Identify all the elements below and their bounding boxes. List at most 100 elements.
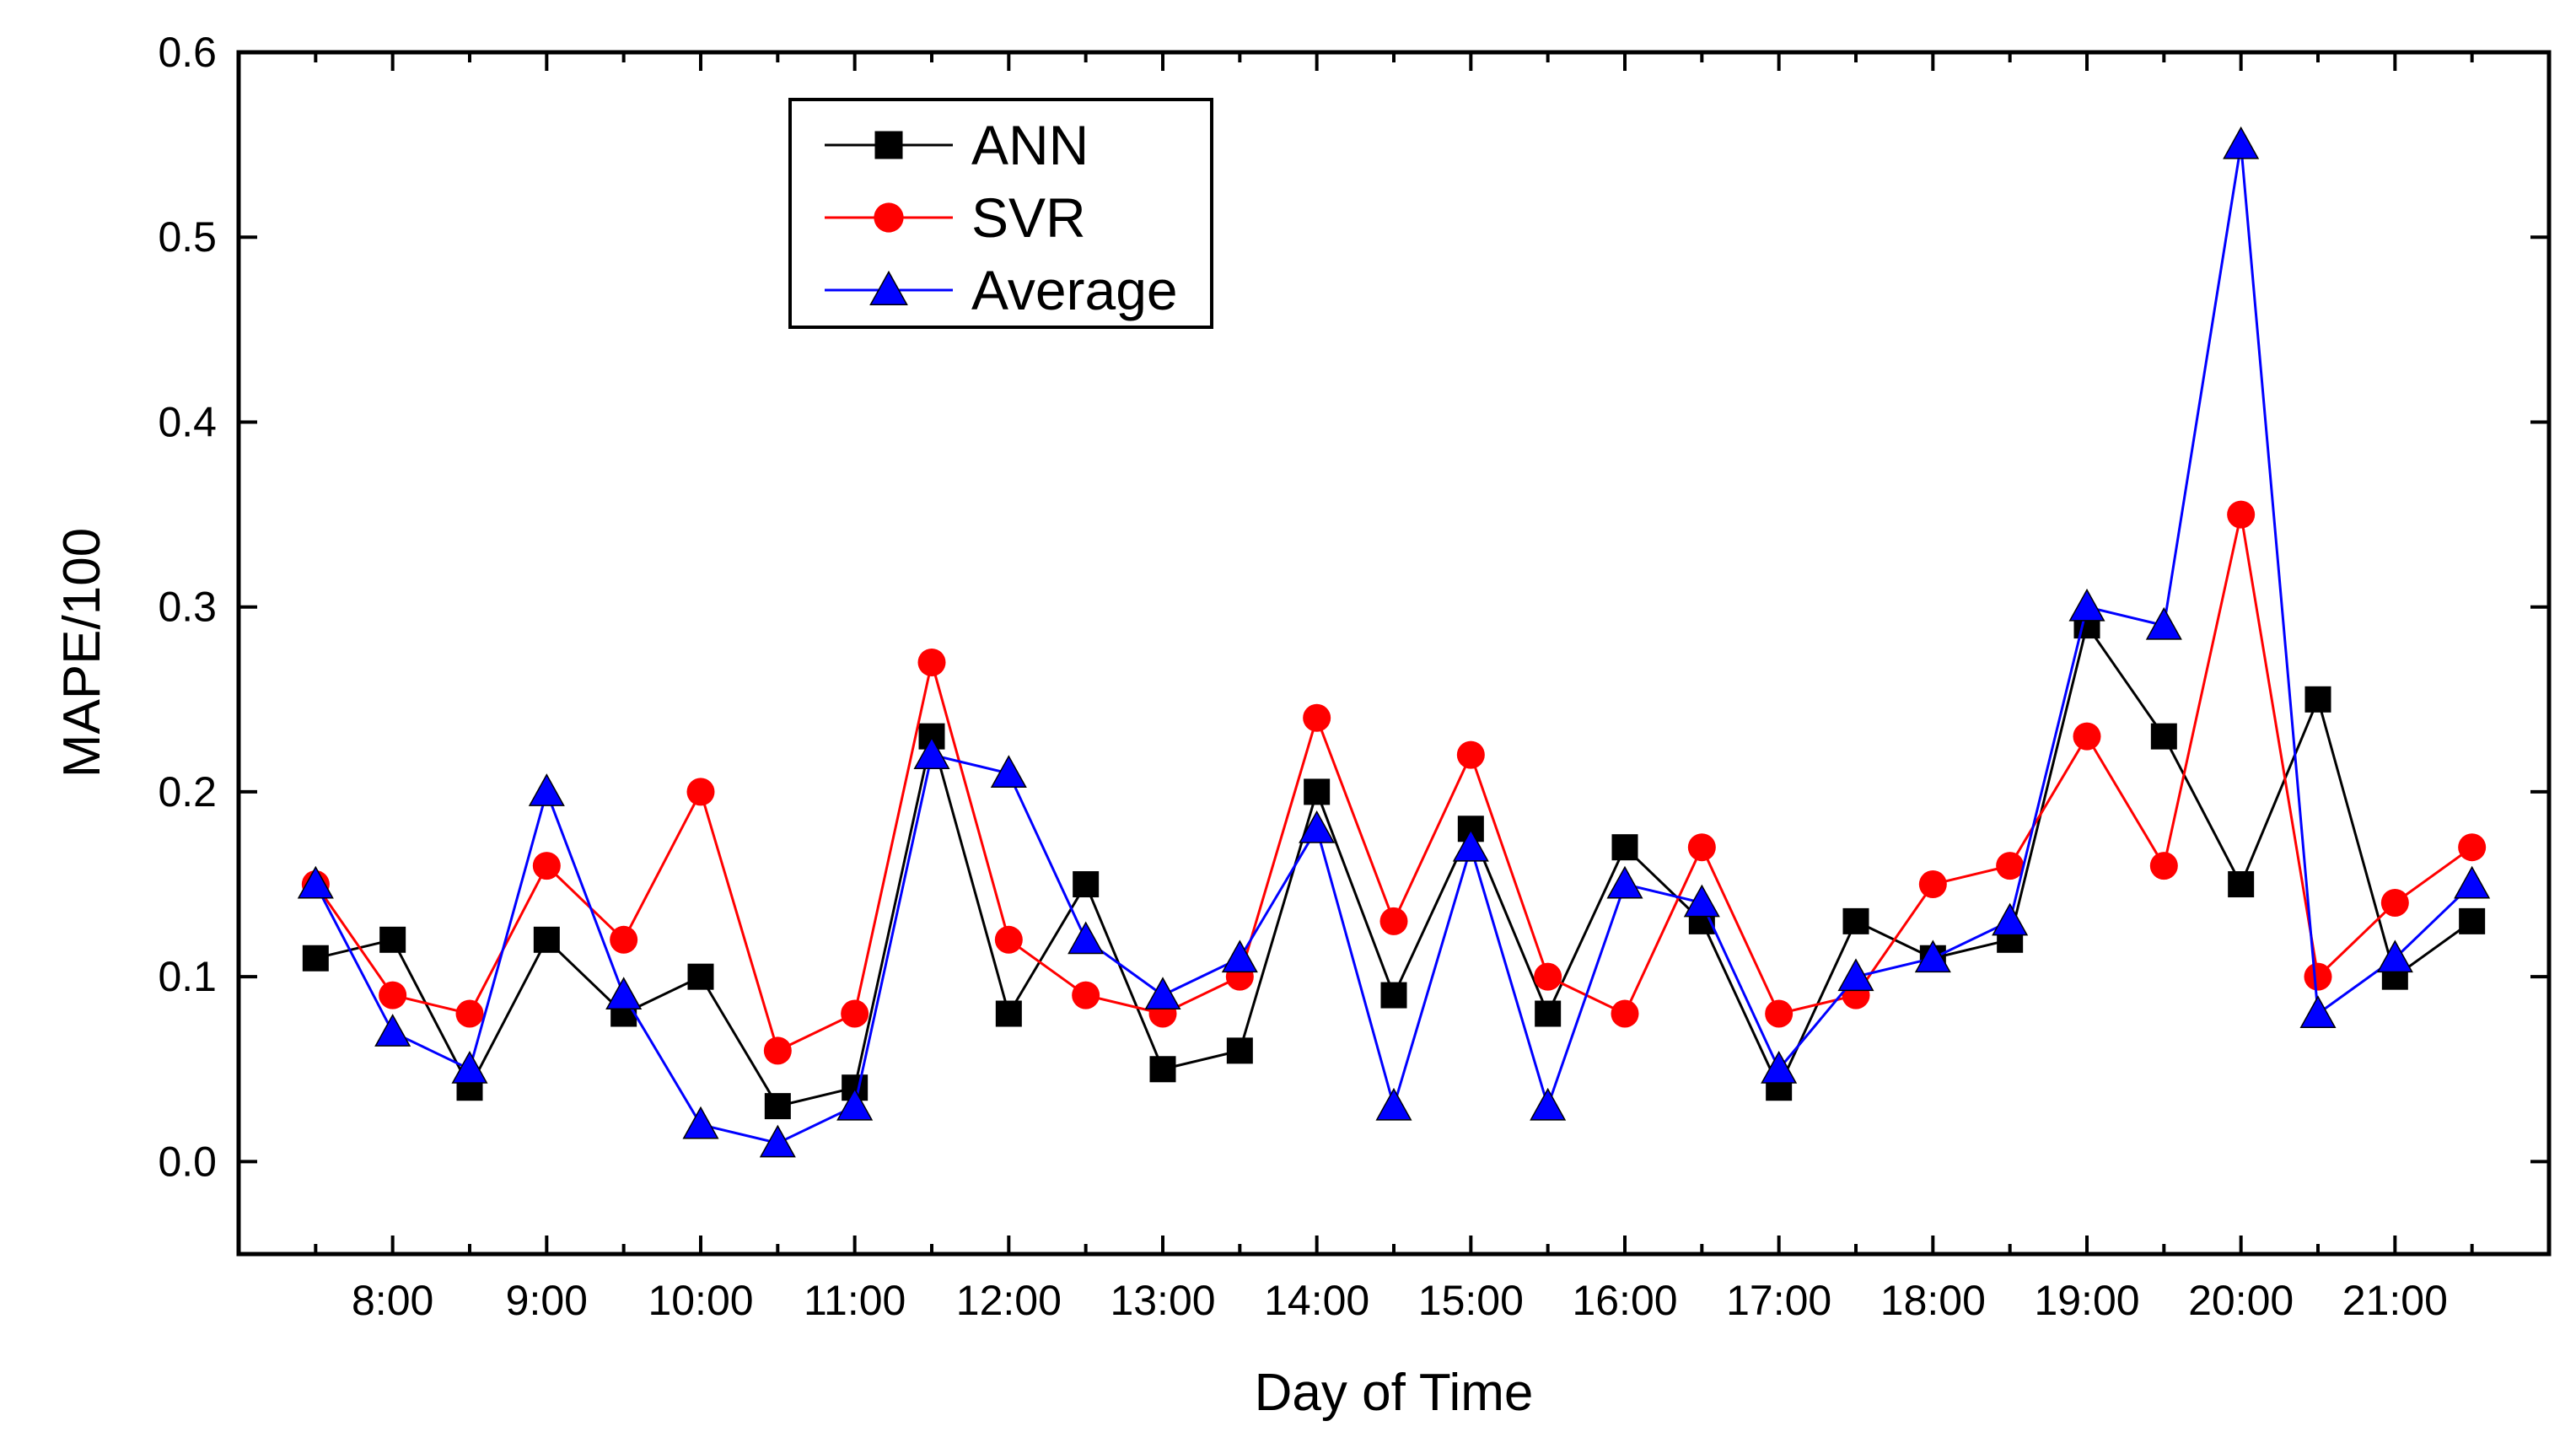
data-point-square <box>302 945 329 972</box>
data-point-square <box>1611 834 1638 861</box>
y-tick-label: 0.0 <box>158 1138 217 1185</box>
legend: ANN SVR Average <box>788 98 1213 329</box>
data-point-square <box>1535 1000 1562 1027</box>
data-point-triangle <box>1914 939 1951 973</box>
data-point-circle <box>1687 833 1716 862</box>
data-point-triangle <box>682 1106 719 1139</box>
data-point-triangle <box>913 736 950 770</box>
data-point-triangle <box>1144 977 1181 1010</box>
legend-item-ann: ANN <box>825 114 1089 176</box>
data-point-triangle <box>759 1124 796 1158</box>
series-line <box>315 514 2473 1052</box>
x-axis-title: Day of Time <box>1255 1364 1534 1422</box>
data-point-square <box>1073 871 1100 898</box>
y-tick-label: 0.4 <box>158 398 217 445</box>
y-tick-label: 0.2 <box>158 768 217 816</box>
data-point-triangle <box>528 773 565 806</box>
data-point-triangle <box>1761 1050 1798 1084</box>
y-tick-label: 0.6 <box>158 29 217 76</box>
data-point-triangle <box>990 755 1027 788</box>
data-point-square <box>2150 723 2177 750</box>
x-tick-label: 13:00 <box>1110 1277 1215 1324</box>
data-point-square <box>874 131 903 159</box>
data-point-triangle <box>1606 865 1643 899</box>
data-point-circle <box>1765 999 1794 1028</box>
data-point-square <box>2304 686 2331 713</box>
data-point-square <box>1842 907 1869 934</box>
data-point-triangle <box>1992 902 2029 936</box>
x-axis: 8:00 9:00 10:00 11:00 12:00 13:00 14:00 15:00 16… <box>314 52 2474 1324</box>
data-point-circle <box>379 981 407 1009</box>
data-point-triangle <box>374 1014 411 1047</box>
data-point-triangle <box>1837 958 1874 992</box>
data-point-triangle <box>2376 939 2413 973</box>
legend-items: ANN SVR Average <box>825 114 1178 321</box>
data-point-circle <box>2380 888 2409 917</box>
data-point-circle <box>2227 500 2256 529</box>
legend-item-svr: SVR <box>825 186 1086 249</box>
data-point-triangle <box>1068 921 1105 955</box>
data-point-square <box>533 926 560 953</box>
data-point-triangle <box>2145 606 2182 640</box>
x-tick-label: 17:00 <box>1726 1277 1831 1324</box>
data-point-triangle <box>451 1050 488 1084</box>
data-point-circle <box>2149 852 2178 880</box>
data-point-square <box>764 1093 791 1120</box>
data-point-circle <box>1303 703 1331 732</box>
y-axis: 0.0 0.1 0.2 0.3 0.4 0.5 0.6 <box>158 29 2549 1185</box>
series-ann <box>302 612 2486 1120</box>
data-point-circle <box>1379 907 1408 935</box>
data-point-triangle <box>2068 588 2105 622</box>
x-tick-label: 20:00 <box>2188 1277 2294 1324</box>
data-point-triangle <box>2454 865 2491 899</box>
x-tick-label: 16:00 <box>1572 1277 1677 1324</box>
data-point-triangle <box>869 270 908 306</box>
legend-item-average: Average <box>825 259 1178 321</box>
legend-label: SVR <box>971 186 1086 249</box>
x-tick-label: 12:00 <box>956 1277 1062 1324</box>
data-point-square <box>687 963 714 990</box>
legend-label: ANN <box>971 114 1089 176</box>
data-point-circle <box>2073 722 2101 751</box>
data-point-triangle <box>836 1087 874 1121</box>
data-point-circle <box>917 648 946 676</box>
data-point-circle <box>994 925 1023 954</box>
data-point-triangle <box>297 865 334 899</box>
y-tick-label: 0.1 <box>158 953 217 1000</box>
x-tick-label: 19:00 <box>2034 1277 2139 1324</box>
data-point-square <box>1304 778 1331 805</box>
x-tick-label: 9:00 <box>506 1277 588 1324</box>
x-tick-label: 8:00 <box>352 1277 433 1324</box>
data-point-triangle <box>1221 939 1258 973</box>
series-average <box>297 126 2491 1158</box>
data-point-circle <box>1072 981 1100 1009</box>
data-point-square <box>995 1000 1022 1027</box>
series-layer <box>297 126 2491 1158</box>
series-svr <box>301 500 2487 1065</box>
data-point-circle <box>2304 962 2332 991</box>
data-point-triangle <box>605 977 643 1010</box>
data-point-circle <box>763 1036 792 1065</box>
x-tick-label: 15:00 <box>1418 1277 1524 1324</box>
data-point-square <box>1226 1037 1253 1064</box>
data-point-circle <box>1534 962 1562 991</box>
data-point-square <box>1380 982 1407 1009</box>
y-axis-title: MAPE/100 <box>53 528 111 778</box>
x-tick-label: 11:00 <box>804 1277 906 1324</box>
x-tick-label: 21:00 <box>2342 1277 2448 1324</box>
x-tick-label: 10:00 <box>648 1277 753 1324</box>
data-point-triangle <box>2223 126 2260 159</box>
y-tick-label: 0.5 <box>158 213 217 261</box>
plot-frame <box>236 50 2552 1257</box>
data-point-circle <box>455 999 484 1028</box>
series-line <box>315 622 2473 1108</box>
data-point-circle <box>2458 833 2487 862</box>
data-point-triangle <box>1375 1087 1412 1121</box>
data-point-triangle <box>1530 1087 1567 1121</box>
data-point-circle <box>1918 870 1947 899</box>
data-point-triangle <box>1299 810 1336 843</box>
x-tick-label: 14:00 <box>1264 1277 1369 1324</box>
data-point-circle <box>686 778 715 806</box>
data-point-triangle <box>1452 828 1489 862</box>
